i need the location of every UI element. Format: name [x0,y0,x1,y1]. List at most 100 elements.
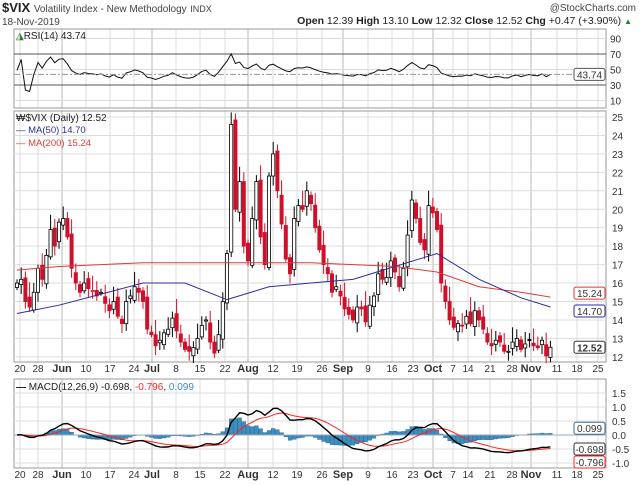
x-tick-label: Jun [52,469,72,481]
ma50-line-value-box [573,304,606,318]
candle [132,286,137,301]
histogram-bar [266,430,272,436]
histogram-bar [287,434,293,441]
histogram-bar [350,434,356,446]
ma50-line [16,252,551,314]
x-tick-label: 10 [80,364,92,375]
candle [78,284,83,293]
chart-header: $VIX Volatility Index - New Methodology … [2,0,212,15]
candle [308,194,313,205]
histogram-bar [250,426,255,436]
candle [170,317,175,329]
candle [523,343,528,349]
candle [174,313,179,332]
candle [36,267,41,293]
histogram-value-box [573,421,606,435]
x-tick-label: 20 [14,470,26,481]
candle [136,287,141,293]
histogram-bar [245,425,251,436]
x-tick-label: 18 [571,470,583,481]
histogram-bar [472,434,477,441]
candle [447,301,452,321]
x-tick-label: 23 [407,470,419,481]
candle [182,341,187,350]
x-tick-label: 22 [219,470,231,481]
candle [199,325,204,338]
candle [392,257,397,273]
candle [149,331,154,336]
histogram-bar [275,429,280,436]
ma50-line-value-label: 14.70 [577,307,602,318]
candle [502,344,507,352]
chart-date: 18-Nov-2019 [2,17,60,28]
candle [401,267,406,289]
candle [128,295,133,299]
histogram-bar [401,431,406,436]
histogram-bar [489,434,494,440]
candle [23,277,28,302]
candle [350,309,355,321]
ma50-legend-text: MA(50) 14.70 [28,125,86,136]
candle [434,211,439,230]
x-tick-label: Oct [424,363,443,375]
x-tick-label: 7 [450,364,456,375]
candle [90,290,95,292]
candle [73,272,78,284]
candle [296,205,301,222]
high-value: 13.10 [382,15,409,27]
histogram-bar [493,434,498,440]
histogram-bar [325,434,330,444]
candle [367,304,372,327]
ma200-line [16,262,551,298]
candle [548,346,553,358]
candle [514,337,519,347]
candle [115,296,120,317]
histogram-bar [153,434,158,439]
histogram-bar [485,434,490,440]
candle [287,257,292,275]
price-legend-text: $VIX (Daily) 12.52 [25,113,107,124]
candle [266,175,271,268]
x-tick-label: 28 [506,364,518,375]
x-tick-label: 9 [365,470,371,481]
candle [195,337,200,350]
x-tick-label: 12 [267,364,279,375]
candle [363,305,368,323]
security-name: Volatility Index - New Methodology [33,4,187,15]
candle [359,306,364,310]
candle [124,301,129,325]
x-tick-label: 14 [462,364,474,375]
up-triangle-icon: ▲ [624,17,632,26]
candle [304,190,309,207]
panel-border-macd [13,378,607,469]
x-tick-label: 9 [365,364,371,375]
candle [540,339,545,346]
candle [208,322,213,343]
candle [481,316,486,330]
macd-y-tick: 0.0 [612,431,626,442]
rsi-value-label: 43.74 [577,70,602,81]
histogram-bar [392,430,398,436]
x-tick-label: 12 [267,470,279,481]
x-tick-label: 28 [506,470,518,481]
x-tick-label: 15 [194,364,206,375]
macd-line [16,407,551,454]
candle [313,204,318,229]
rsi-value-box [573,67,606,81]
signal-value-label: -0.796 [575,458,604,469]
candle [224,253,229,304]
histogram-bar [481,434,486,440]
candle-icon: ₩ [16,113,26,124]
close-value: 12.52 [496,15,523,27]
x-tick-label: 8 [173,364,179,375]
x-tick-label: 10 [80,470,92,481]
x-tick-label: 28 [32,470,44,481]
candle [430,206,435,214]
candle [212,341,217,354]
candle [300,205,305,210]
ma200-legend-text: MA(200) 15.24 [28,138,91,149]
macd-value: -0.698 [101,382,130,393]
rsi-y-tick: 30 [610,81,622,92]
histogram-bar [258,428,263,436]
